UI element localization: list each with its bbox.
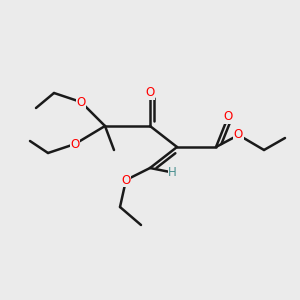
Text: H: H [168,166,177,179]
Text: O: O [224,110,232,124]
Text: O: O [70,137,80,151]
Text: O: O [234,128,243,142]
Text: O: O [122,173,130,187]
Text: O: O [76,95,85,109]
Text: O: O [146,86,154,100]
